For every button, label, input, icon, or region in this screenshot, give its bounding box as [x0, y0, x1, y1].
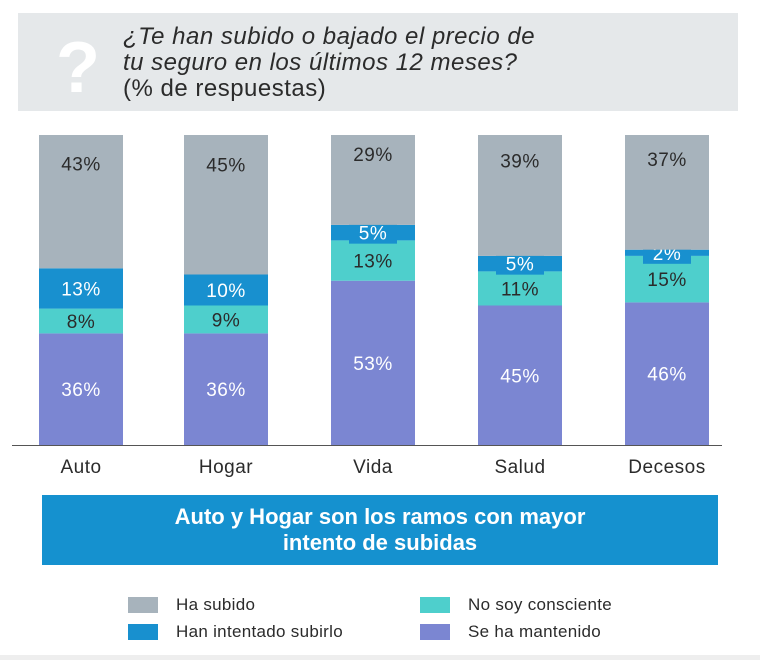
question-line-2: tu seguro en los últimos 12 meses? [123, 49, 518, 76]
data-label-vida-se-ha-mantenido: 53% [353, 354, 393, 375]
bar-segment-vida-se-ha-mantenido [331, 280, 415, 445]
bar-segment-salud-ha-subido [478, 135, 562, 256]
legend-swatch-mantenido [420, 624, 450, 640]
banner-line-1: Auto y Hogar son los ramos con mayor [174, 504, 586, 529]
bar-segment-decesos-se-ha-mantenido [625, 302, 709, 445]
data-label-hogar-han-intentado-subirlo: 10% [206, 281, 246, 302]
data-label-vida-ha-subido: 29% [353, 145, 393, 166]
question-text: ¿Te han subido o bajado el precio de tu … [123, 24, 723, 102]
legend-label-mantenido: Se ha mantenido [468, 622, 602, 641]
bar-segment-auto-ha-subido [39, 135, 123, 269]
bar-segment-auto-se-ha-mantenido [39, 333, 123, 445]
bar-segment-auto-han-intentado-subirlo [39, 268, 123, 309]
legend-swatch-han-intentado [128, 624, 158, 640]
question-mark-icon: ? [56, 28, 100, 108]
label-box-vida-han-intentado-subirlo [349, 221, 397, 244]
question-line-1: ¿Te han subido o bajado el precio de [123, 23, 536, 50]
bar-segment-hogar-han-intentado-subirlo [184, 274, 268, 306]
data-label-salud-se-ha-mantenido: 45% [500, 366, 540, 387]
bar-segment-decesos-ha-subido [625, 135, 709, 250]
data-label-hogar-se-ha-mantenido: 36% [206, 380, 246, 401]
bar-segment-hogar-se-ha-mantenido [184, 333, 268, 445]
x-tick-label-decesos: Decesos [628, 457, 705, 478]
data-label-decesos-ha-subido: 37% [647, 150, 687, 171]
bottom-divider [0, 655, 760, 660]
data-label-salud-no-soy-consciente: 11% [501, 279, 539, 300]
data-label-auto-ha-subido: 43% [61, 154, 101, 175]
legend-label-han-intentado: Han intentado subirlo [176, 622, 343, 641]
bar-segment-hogar-ha-subido [184, 135, 268, 275]
question-line-3: (% de respuestas) [123, 75, 327, 102]
data-label-vida-han-intentado-subirlo: 5% [359, 224, 387, 245]
data-label-auto-no-soy-consciente: 8% [67, 312, 95, 333]
question-header: ? ¿Te han subido o bajado el precio de t… [18, 13, 738, 111]
bar-segment-hogar-no-soy-consciente [184, 305, 268, 334]
data-label-salud-han-intentado-subirlo: 5% [506, 255, 534, 276]
bar-segment-auto-no-soy-consciente [39, 308, 123, 334]
legend-swatch-ha-subido [128, 597, 158, 613]
x-tick-label-hogar: Hogar [199, 457, 253, 478]
x-tick-label-auto: Auto [60, 457, 101, 478]
legend-label-no-consciente: No soy consciente [468, 595, 613, 614]
banner-line-2: intento de subidas [282, 530, 478, 555]
stacked-bar-chart: 36% 8% 13% 43% Auto 36% 9% 10% 45% Hogar 53% 13% 5% 2… [12, 135, 722, 478]
legend-swatch-no-consciente [420, 597, 450, 613]
conclusion-banner: Auto y Hogar son los ramos con mayor int… [42, 495, 718, 565]
legend-label-ha-subido: Ha subido [176, 595, 256, 614]
bar-segment-vida-ha-subido [331, 135, 415, 225]
data-label-hogar-ha-subido: 45% [206, 156, 246, 177]
data-label-decesos-se-ha-mantenido: 46% [647, 365, 687, 386]
data-label-salud-ha-subido: 39% [500, 152, 540, 173]
bar-segment-salud-se-ha-mantenido [478, 305, 562, 445]
x-tick-label-salud: Salud [494, 457, 545, 478]
data-label-vida-no-soy-consciente: 13% [353, 252, 393, 273]
label-box-salud-han-intentado-subirlo [496, 252, 544, 275]
data-label-auto-se-ha-mantenido: 36% [61, 380, 101, 401]
data-label-auto-han-intentado-subirlo: 13% [61, 279, 101, 300]
bar-segment-vida-no-soy-consciente [331, 240, 415, 281]
data-label-decesos-no-soy-consciente: 15% [647, 270, 687, 291]
bar-segment-salud-no-soy-consciente [478, 271, 562, 306]
data-label-hogar-no-soy-consciente: 9% [212, 310, 240, 331]
x-tick-label-vida: Vida [353, 457, 393, 478]
